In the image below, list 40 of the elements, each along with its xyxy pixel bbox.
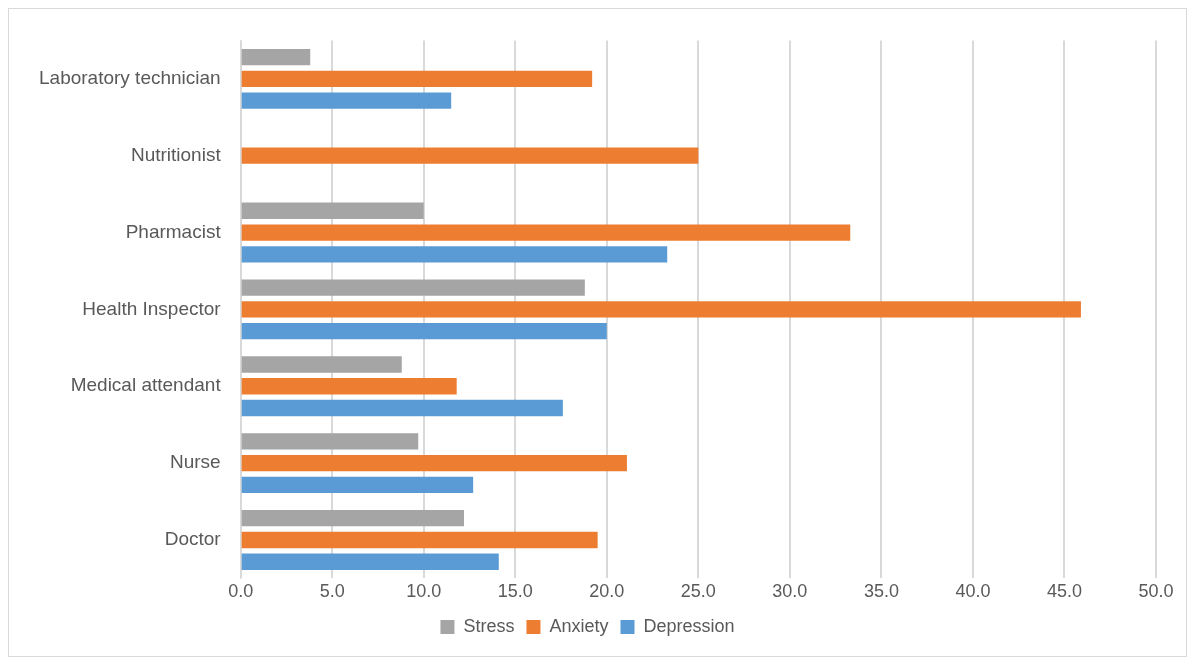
bar	[241, 147, 699, 164]
bar	[241, 454, 627, 472]
bar	[241, 279, 585, 296]
x-tick-label: 20.0	[589, 581, 625, 602]
x-tick-label: 50.0	[1138, 581, 1174, 602]
legend-label: Depression	[643, 615, 735, 636]
bar	[241, 48, 311, 66]
y-tick-label: Medical attendant	[70, 374, 222, 396]
x-tick-label: 5.0	[319, 581, 345, 602]
bar	[241, 433, 419, 450]
y-tick-label: Pharmacist	[125, 220, 222, 242]
bar	[241, 476, 474, 494]
bar	[241, 356, 402, 373]
legend-label: Stress	[463, 615, 515, 636]
x-tick-label: 0.0	[228, 581, 254, 602]
x-tick-label: 30.0	[772, 581, 808, 602]
bar	[241, 92, 452, 109]
bar	[241, 202, 424, 219]
bar	[241, 246, 668, 263]
y-tick-label: Nurse	[169, 451, 221, 473]
x-tick-label: 35.0	[863, 581, 899, 602]
bar	[241, 553, 499, 570]
y-tick-label: Health Inspector	[82, 297, 222, 319]
y-tick-label: Doctor	[164, 528, 222, 550]
bar	[241, 531, 598, 549]
bar	[241, 510, 465, 527]
bar	[241, 323, 607, 340]
y-tick-label: Laboratory technician	[39, 67, 221, 89]
bar	[241, 378, 457, 395]
legend-label: Anxiety	[549, 615, 609, 636]
bar	[241, 301, 1081, 318]
bar	[241, 224, 851, 241]
x-tick-label: 25.0	[680, 581, 716, 602]
bar	[241, 70, 593, 87]
bar	[241, 399, 563, 417]
x-tick-label: 15.0	[497, 581, 533, 602]
x-tick-label: 40.0	[955, 581, 991, 602]
x-tick-label: 45.0	[1046, 581, 1082, 602]
y-tick-label: Nutritionist	[130, 143, 222, 165]
x-tick-label: 10.0	[406, 581, 442, 602]
